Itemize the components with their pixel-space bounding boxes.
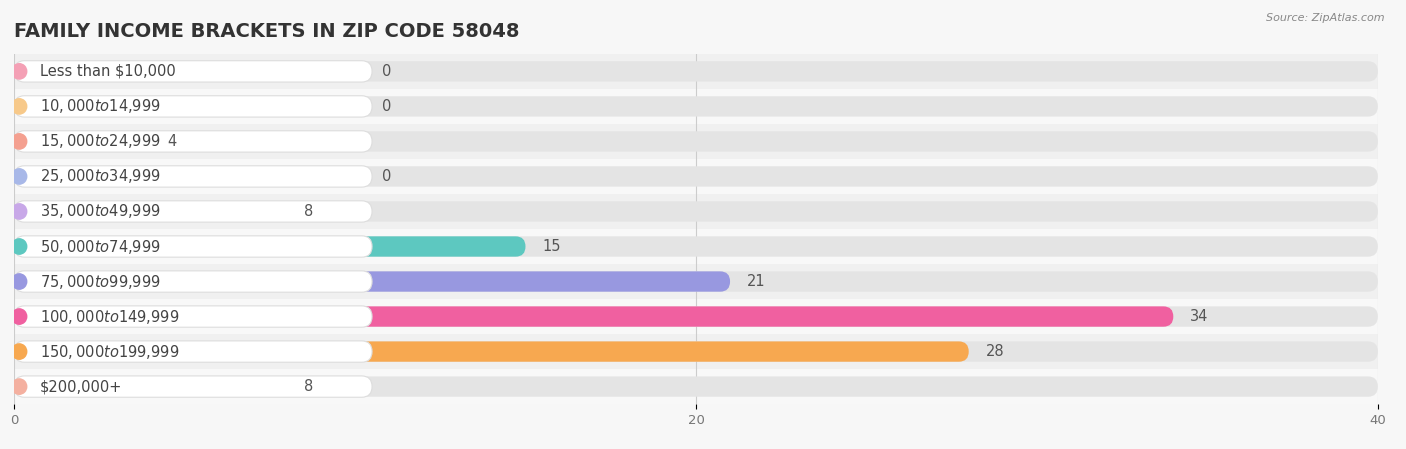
Text: FAMILY INCOME BRACKETS IN ZIP CODE 58048: FAMILY INCOME BRACKETS IN ZIP CODE 58048	[14, 22, 520, 41]
FancyBboxPatch shape	[14, 89, 1378, 124]
Text: $75,000 to $99,999: $75,000 to $99,999	[39, 273, 160, 291]
FancyBboxPatch shape	[14, 194, 1378, 229]
FancyBboxPatch shape	[14, 61, 1378, 82]
Text: Less than $10,000: Less than $10,000	[39, 64, 176, 79]
Text: 21: 21	[747, 274, 766, 289]
FancyBboxPatch shape	[14, 201, 287, 222]
FancyBboxPatch shape	[14, 376, 287, 397]
FancyBboxPatch shape	[14, 341, 969, 362]
Circle shape	[11, 309, 27, 324]
FancyBboxPatch shape	[14, 166, 373, 187]
FancyBboxPatch shape	[14, 201, 373, 222]
Text: 0: 0	[382, 169, 392, 184]
FancyBboxPatch shape	[14, 201, 1378, 222]
FancyBboxPatch shape	[14, 131, 1378, 152]
FancyBboxPatch shape	[14, 124, 1378, 159]
FancyBboxPatch shape	[14, 299, 1378, 334]
Text: 34: 34	[1191, 309, 1209, 324]
Text: 4: 4	[167, 134, 177, 149]
FancyBboxPatch shape	[14, 96, 1378, 117]
FancyBboxPatch shape	[14, 306, 1378, 327]
Text: $150,000 to $199,999: $150,000 to $199,999	[39, 343, 179, 361]
FancyBboxPatch shape	[14, 131, 373, 152]
Circle shape	[11, 204, 27, 219]
FancyBboxPatch shape	[14, 334, 1378, 369]
FancyBboxPatch shape	[14, 271, 730, 292]
FancyBboxPatch shape	[14, 159, 1378, 194]
FancyBboxPatch shape	[14, 376, 1378, 397]
FancyBboxPatch shape	[14, 264, 1378, 299]
Text: 28: 28	[986, 344, 1004, 359]
FancyBboxPatch shape	[14, 96, 373, 117]
FancyBboxPatch shape	[14, 306, 1173, 327]
Text: 8: 8	[304, 379, 314, 394]
Text: 0: 0	[382, 99, 392, 114]
Circle shape	[11, 64, 27, 79]
FancyBboxPatch shape	[14, 271, 373, 292]
Circle shape	[11, 169, 27, 184]
FancyBboxPatch shape	[14, 376, 373, 397]
Text: $50,000 to $74,999: $50,000 to $74,999	[39, 238, 160, 255]
FancyBboxPatch shape	[14, 369, 1378, 404]
FancyBboxPatch shape	[14, 271, 1378, 292]
Text: $10,000 to $14,999: $10,000 to $14,999	[39, 97, 160, 115]
FancyBboxPatch shape	[14, 306, 373, 327]
Circle shape	[11, 99, 27, 114]
Text: $35,000 to $49,999: $35,000 to $49,999	[39, 202, 160, 220]
Text: Source: ZipAtlas.com: Source: ZipAtlas.com	[1267, 13, 1385, 23]
Circle shape	[11, 274, 27, 289]
Text: $200,000+: $200,000+	[39, 379, 122, 394]
Circle shape	[11, 239, 27, 254]
FancyBboxPatch shape	[14, 341, 1378, 362]
FancyBboxPatch shape	[14, 236, 526, 257]
FancyBboxPatch shape	[14, 61, 373, 82]
Text: 8: 8	[304, 204, 314, 219]
FancyBboxPatch shape	[14, 54, 1378, 89]
Text: $25,000 to $34,999: $25,000 to $34,999	[39, 167, 160, 185]
Text: 15: 15	[543, 239, 561, 254]
Circle shape	[11, 134, 27, 149]
FancyBboxPatch shape	[14, 166, 1378, 187]
FancyBboxPatch shape	[14, 236, 1378, 257]
FancyBboxPatch shape	[14, 236, 373, 257]
Text: $100,000 to $149,999: $100,000 to $149,999	[39, 308, 179, 326]
FancyBboxPatch shape	[14, 229, 1378, 264]
Text: $15,000 to $24,999: $15,000 to $24,999	[39, 132, 160, 150]
FancyBboxPatch shape	[14, 341, 373, 362]
Circle shape	[11, 344, 27, 359]
Circle shape	[11, 379, 27, 394]
FancyBboxPatch shape	[14, 131, 150, 152]
Text: 0: 0	[382, 64, 392, 79]
